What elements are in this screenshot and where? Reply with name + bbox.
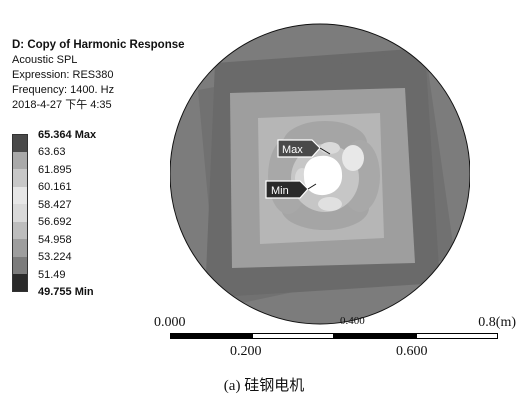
legend-row: 51.49: [12, 269, 96, 292]
scale-segment: [334, 333, 416, 339]
legend-swatch: [12, 204, 28, 222]
scale-end-label: 0.8(m): [478, 315, 516, 330]
legend-swatch: [12, 186, 28, 204]
scale-segment: [170, 333, 252, 339]
legend-min-label: 49.755 Min: [38, 286, 94, 299]
scale-tick-label-2: 0.600: [396, 344, 428, 359]
legend-swatch: [12, 239, 28, 257]
result-title: D: Copy of Harmonic Response: [12, 39, 185, 51]
legend-row: 53.224: [12, 251, 96, 274]
legend-value: 61.895: [38, 163, 72, 176]
min-probe-label: Min: [271, 185, 289, 197]
plot-boundary: [170, 23, 470, 325]
legend-row: 54.958: [12, 234, 96, 257]
scale-tick-label-1: 0.200: [230, 344, 262, 359]
result-frequency: Frequency: 1400. Hz: [12, 84, 115, 96]
max-probe-label: Max: [282, 144, 303, 156]
legend-swatch: [12, 221, 28, 239]
legend-swatch: [12, 274, 28, 292]
scale-segment: [416, 333, 498, 339]
legend-value: 60.161: [38, 181, 72, 194]
legend-value: 56.692: [38, 216, 72, 229]
scale-ruler: 0.000 0.400 0.8(m) 0.200 0.600: [150, 312, 520, 372]
legend-row: 60.161: [12, 181, 96, 204]
legend-swatch: [12, 151, 28, 169]
legend-swatch: [12, 169, 28, 187]
legend-swatch: [12, 256, 28, 274]
legend-swatch: [12, 134, 28, 152]
legend-row: 58.427: [12, 199, 96, 222]
result-info: D: Copy of Harmonic Response Acoustic SP…: [12, 38, 185, 113]
legend-max-label: 65.364 Max: [38, 128, 97, 141]
legend-row: 63.63: [12, 146, 96, 169]
legend-row: 61.895: [12, 164, 96, 187]
legend-value: 53.224: [38, 251, 72, 264]
scale-start-label: 0.000: [154, 315, 186, 330]
scale-segment: [252, 333, 334, 339]
legend-value: 51.49: [38, 268, 66, 281]
max-probe[interactable]: Max: [277, 139, 331, 158]
figure-caption: (a) 硅钢电机: [223, 378, 305, 394]
legend-value: 54.958: [38, 233, 72, 246]
result-expression: Expression: RES380: [12, 69, 114, 81]
contour-plot[interactable]: Max Min: [170, 18, 470, 328]
scale-mid-label: 0.400: [340, 315, 365, 327]
contour-legend[interactable]: 65.364 Max 63.63 61.895 60.161 58.427 56…: [12, 129, 96, 310]
legend-row-min: 49.755 Min: [12, 286, 96, 310]
legend-value: 58.427: [38, 198, 72, 211]
legend-row-max: 65.364 Max: [12, 129, 96, 152]
result-type: Acoustic SPL: [12, 54, 78, 66]
min-probe[interactable]: Min: [265, 180, 317, 199]
legend-row: 56.692: [12, 216, 96, 239]
legend-value: 63.63: [38, 146, 66, 159]
result-datetime: 2018-4-27 下午 4:35: [12, 99, 112, 111]
